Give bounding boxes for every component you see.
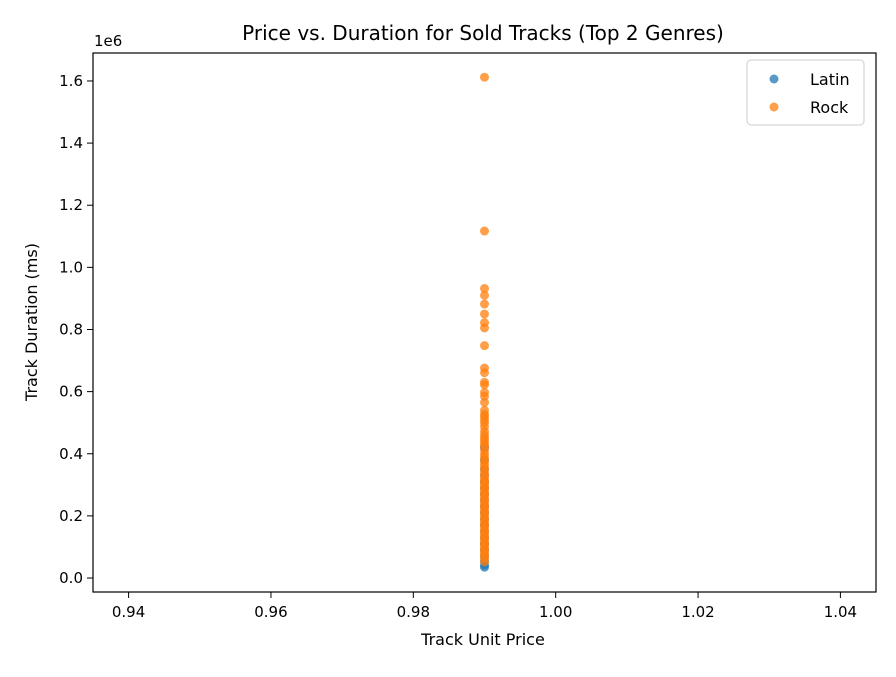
y-tick-label: 0.4	[59, 445, 83, 463]
data-point-rock	[480, 557, 489, 567]
legend-marker-rock	[769, 102, 779, 112]
data-point-rock	[480, 72, 489, 82]
data-point-rock	[480, 283, 489, 293]
data-point-rock	[480, 323, 489, 333]
y-axis-label: Track Duration (ms)	[22, 243, 41, 402]
x-tick-label: 1.00	[539, 603, 572, 621]
y-tick-label: 0.6	[59, 383, 83, 401]
plot-area-frame	[92, 52, 877, 593]
data-point-rock	[480, 299, 489, 309]
data-point-rock	[480, 341, 489, 351]
legend-label-rock: Rock	[810, 98, 849, 117]
y-tick-label: 1.2	[59, 196, 83, 214]
y-tick-label: 1.6	[59, 72, 83, 90]
y-tick-label: 1.4	[59, 134, 83, 152]
y-tick-label: 0.2	[59, 507, 83, 525]
x-axis-label: Track Unit Price	[420, 630, 545, 649]
data-point-rock	[480, 391, 489, 401]
y-axis-offset-label: 1e6	[94, 32, 122, 50]
x-tick-label: 0.98	[397, 603, 430, 621]
y-axis-ticks: 0.0 0.2 0.4 0.6 0.8 1.0 1.2 1.4 1.6	[59, 72, 93, 587]
legend: Latin Rock	[746, 59, 865, 126]
data-points	[480, 72, 489, 572]
legend-marker-latin	[769, 74, 779, 84]
x-tick-label: 0.96	[254, 603, 287, 621]
x-tick-label: 1.02	[681, 603, 714, 621]
data-point-rock	[480, 290, 489, 300]
y-tick-label: 0.0	[59, 569, 83, 587]
chart-title: Price vs. Duration for Sold Tracks (Top …	[242, 21, 724, 45]
legend-label-latin: Latin	[810, 70, 850, 89]
data-point-rock	[480, 226, 489, 236]
data-point-rock	[480, 380, 489, 390]
x-axis-ticks: 0.94 0.96 0.98 1.00 1.02 1.04	[112, 592, 857, 621]
data-point-rock	[480, 368, 489, 378]
x-tick-label: 0.94	[112, 603, 145, 621]
data-point-rock	[480, 309, 489, 319]
data-point-rock	[480, 397, 489, 407]
y-tick-label: 1.0	[59, 258, 83, 276]
x-tick-label: 1.04	[824, 603, 857, 621]
y-tick-label: 0.8	[59, 320, 83, 338]
